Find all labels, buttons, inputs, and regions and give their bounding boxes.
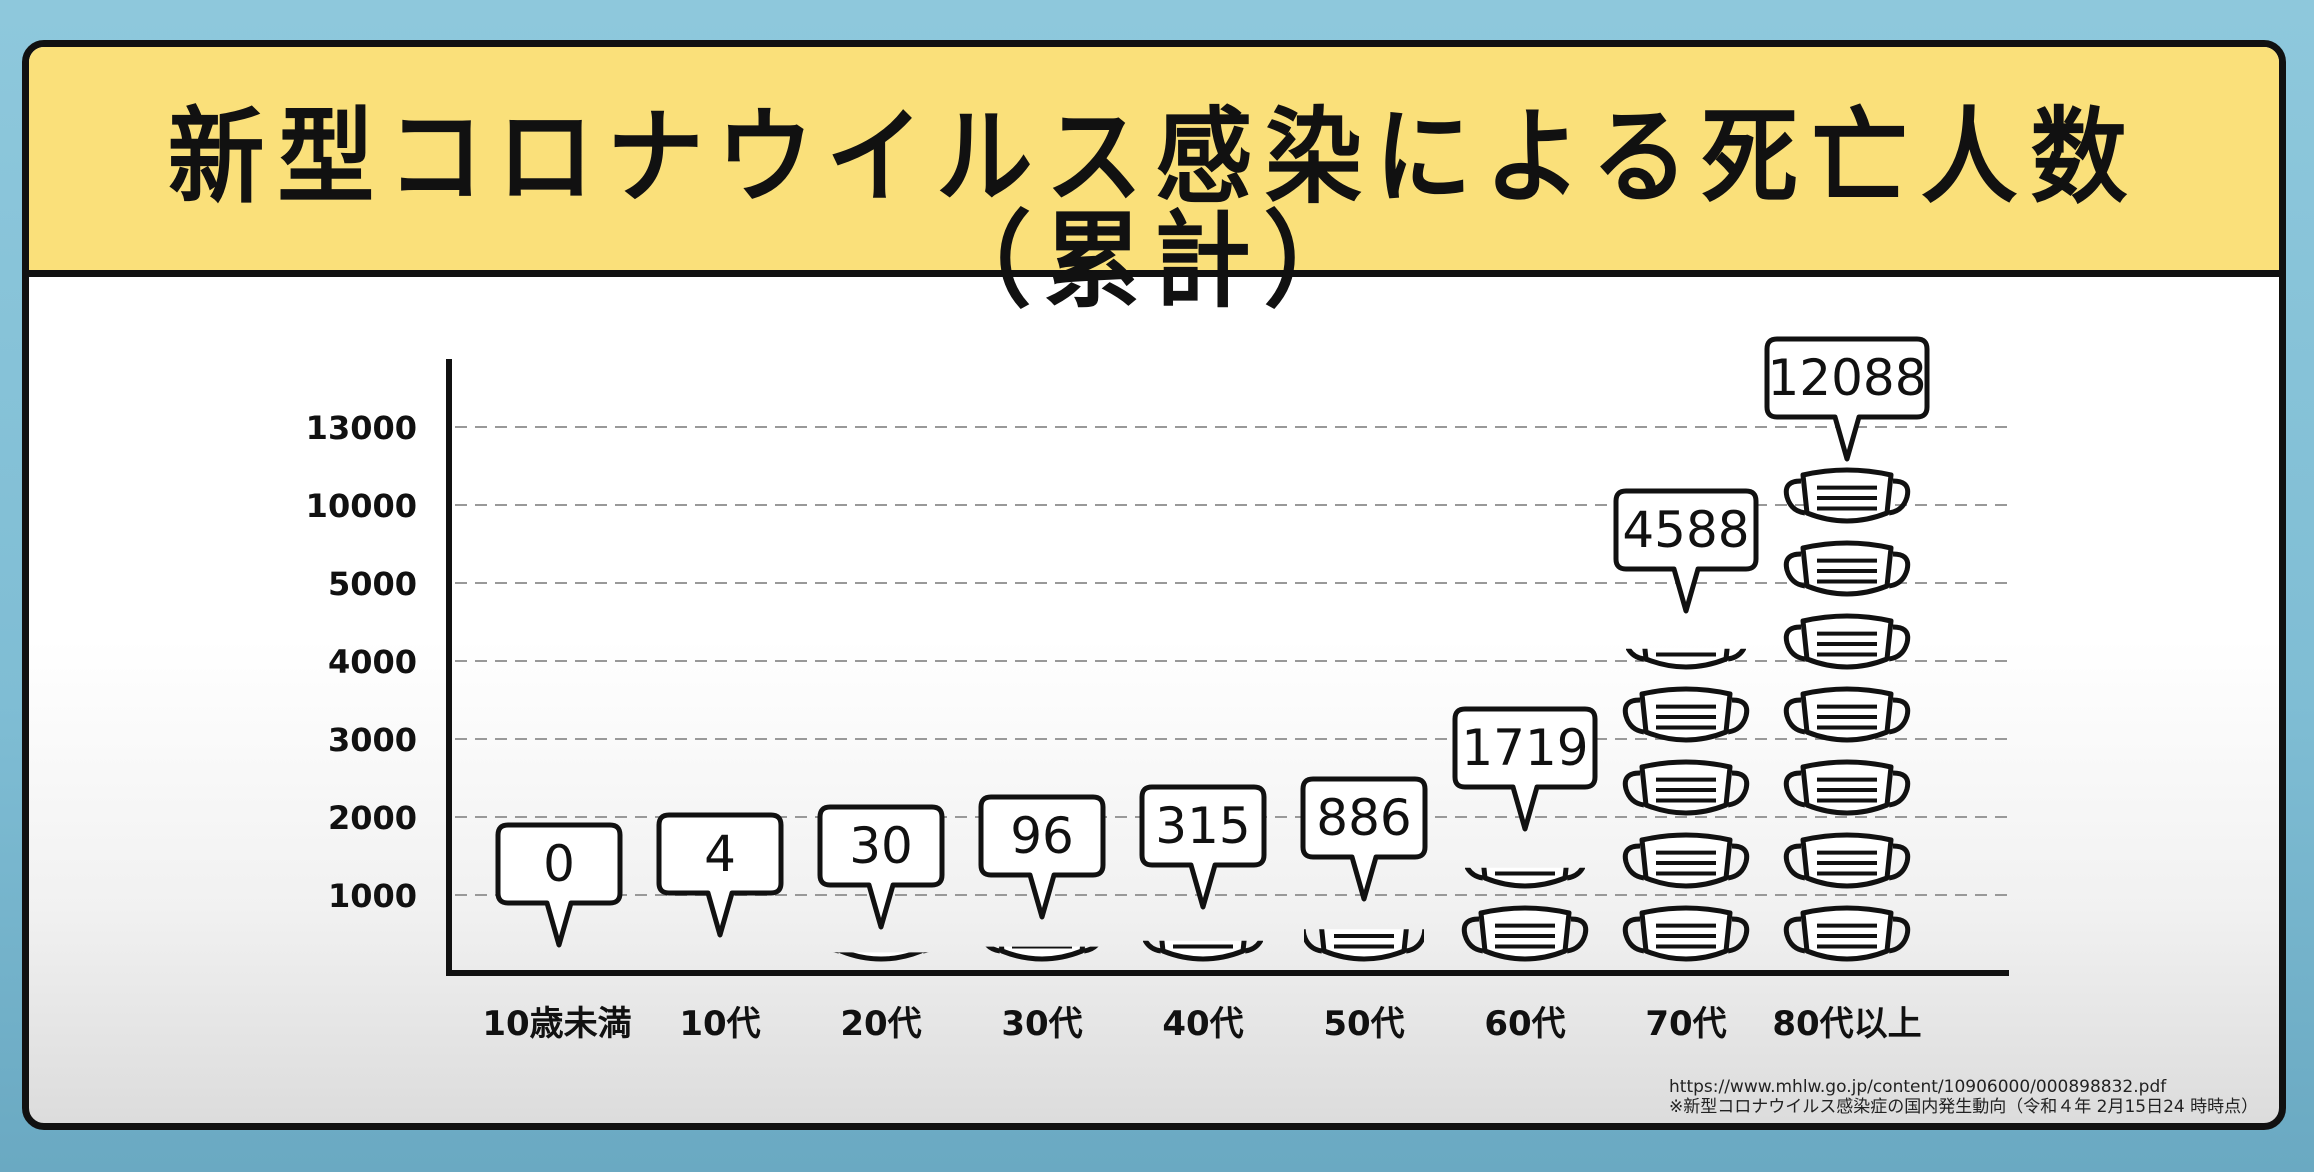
data-label: 96 [978, 794, 1106, 920]
bar-8 [1622, 648, 1750, 962]
face-mask-icon [1783, 613, 1911, 670]
data-label-text: 96 [1010, 807, 1074, 865]
chart-card: 新型コロナウイルス感染による死亡人数（累計） 1000 2000 3000 4000 5… [22, 40, 2286, 1130]
source-note: ※新型コロナウイルス感染症の国内発生動向（令和４年 2月15日24 時時点） [1669, 1097, 2259, 1117]
face-mask-icon [1622, 832, 1750, 889]
face-mask-icon [1622, 686, 1750, 743]
source-url: https://www.mhlw.go.jp/content/10906000/… [1669, 1077, 2167, 1097]
x-tick-label: 40代 [1162, 1004, 1243, 1044]
face-mask-icon [1783, 467, 1911, 524]
face-mask-icon [1304, 929, 1424, 962]
y-tick-label: 3000 [328, 721, 417, 759]
x-tick-label: 10歳未満 [482, 1004, 631, 1044]
data-label-text: 12088 [1767, 349, 1926, 407]
x-tick-label: 10代 [679, 1004, 760, 1044]
data-label: 315 [1139, 784, 1267, 910]
y-tick-label: 5000 [328, 565, 417, 603]
chart-title: 新型コロナウイルス感染による死亡人数（累計） [167, 96, 2141, 322]
data-label-text: 315 [1155, 797, 1250, 855]
face-mask-icon [1783, 759, 1911, 816]
x-tick-label: 70代 [1645, 1004, 1726, 1044]
data-label: 886 [1300, 776, 1428, 902]
x-tick-label: 60代 [1484, 1004, 1565, 1044]
face-mask-icon [1626, 648, 1746, 670]
y-tick-label: 10000 [306, 487, 417, 525]
x-tick-label: 30代 [1001, 1004, 1082, 1044]
y-tick-label: 13000 [306, 409, 417, 447]
data-label-text: 4588 [1622, 501, 1749, 559]
data-label: 4588 [1613, 488, 1759, 614]
y-tick-label: 2000 [328, 799, 417, 837]
y-tick-label: 1000 [328, 877, 417, 915]
chart-plot: 1000 2000 3000 4000 5000 10000 13000 0 10歳未満 4 10代… [306, 336, 2009, 1044]
data-label-text: 886 [1316, 789, 1411, 847]
title-banner: 新型コロナウイルス感染による死亡人数（累計） [29, 47, 2279, 313]
x-tick-label: 80代以上 [1772, 1004, 1921, 1044]
face-mask-icon [1465, 867, 1585, 889]
x-tick-label: 20代 [840, 1004, 921, 1044]
data-label: 1719 [1452, 706, 1598, 832]
bar-6 [1304, 929, 1424, 962]
face-mask-icon [1622, 905, 1750, 962]
face-mask-icon [1461, 905, 1589, 962]
bar-7 [1461, 867, 1589, 962]
face-mask-icon [1783, 832, 1911, 889]
face-mask-icon [1622, 759, 1750, 816]
data-label: 4 [656, 812, 784, 938]
bar-9 [1783, 467, 1911, 962]
face-mask-icon [1783, 686, 1911, 743]
x-tick-label: 50代 [1323, 1004, 1404, 1044]
data-label: 30 [817, 804, 945, 930]
source-citation: https://www.mhlw.go.jp/content/10906000/… [1669, 1077, 2258, 1117]
data-label: 0 [495, 822, 623, 948]
bar-5 [1143, 940, 1263, 962]
face-mask-icon [1783, 540, 1911, 597]
bar-3 [834, 952, 928, 962]
data-label-text: 4 [704, 825, 736, 883]
face-mask-icon [1143, 940, 1263, 962]
face-mask-icon [1783, 905, 1911, 962]
data-label-text: 0 [543, 835, 575, 893]
y-tick-label: 4000 [328, 643, 417, 681]
data-label-text: 1719 [1461, 719, 1588, 777]
data-label: 12088 [1764, 336, 1930, 462]
bar-4 [985, 946, 1099, 962]
data-label-text: 30 [849, 817, 913, 875]
face-mask-icon [834, 952, 928, 962]
face-mask-icon [985, 946, 1099, 962]
